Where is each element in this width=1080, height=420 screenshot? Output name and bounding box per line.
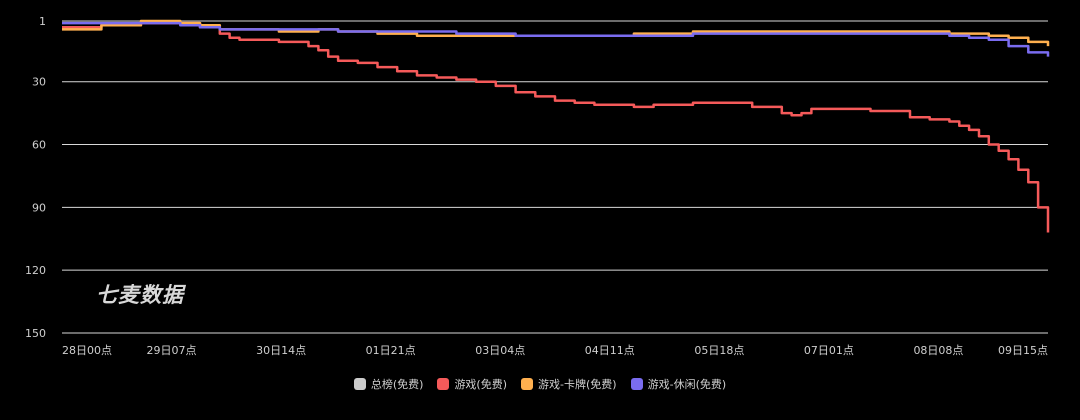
y-tick-label: 60 xyxy=(32,139,46,152)
y-tick-label: 1 xyxy=(39,15,46,28)
legend-swatch xyxy=(521,378,534,390)
legend-item[interactable]: 游戏(免费) xyxy=(437,376,507,392)
x-tick-label: 03日04点 xyxy=(475,344,525,357)
y-tick-label: 150 xyxy=(25,327,46,340)
y-tick-label: 90 xyxy=(32,201,46,214)
x-tick-label: 29日07点 xyxy=(147,344,197,357)
legend-label: 总榜(免费) xyxy=(370,378,424,391)
x-tick-label: 30日14点 xyxy=(256,344,306,357)
legend-label: 游戏-休闲(免费) xyxy=(647,378,727,391)
series-group xyxy=(62,19,1050,233)
x-axis: 28日00点 29日07点 30日14点 01日21点 03日04点 04日11点 05日1… xyxy=(62,344,1048,357)
legend-swatch xyxy=(353,378,366,390)
x-tick-label: 05日18点 xyxy=(694,344,744,357)
y-axis: 1 30 60 90 120 150 xyxy=(25,15,46,340)
x-tick-label: 09日15点 xyxy=(998,344,1048,357)
x-tick-label: 01日21点 xyxy=(366,344,416,357)
legend-item[interactable]: 游戏-休闲(免费) xyxy=(630,376,727,392)
x-tick-label: 08日08点 xyxy=(913,344,963,357)
grid xyxy=(62,20,1048,334)
legend: 总榜(免费) 游戏(免费) 游戏-卡牌(免费) 游戏-休闲(免费) xyxy=(0,376,1080,392)
legend-item[interactable]: 总榜(免费) xyxy=(353,376,424,392)
x-tick-label: 07日01点 xyxy=(804,344,854,357)
legend-label: 游戏-卡牌(免费) xyxy=(538,378,617,391)
chart-canvas: 1 30 60 90 120 150 28日00点 29日07点 30日14点 01日21点 03… xyxy=(25,15,1050,357)
x-tick-label: 04日11点 xyxy=(585,344,635,357)
legend-label: 游戏(免费) xyxy=(454,378,508,391)
watermark-logo: 七麦数据 xyxy=(96,283,184,307)
x-tick-label: 28日00点 xyxy=(62,344,112,357)
series-line-3 xyxy=(62,21,1050,57)
legend-swatch xyxy=(630,378,643,390)
series-line-1 xyxy=(62,21,1050,233)
legend-swatch xyxy=(437,378,450,390)
legend-item[interactable]: 游戏-卡牌(免费) xyxy=(521,376,617,392)
y-tick-label: 120 xyxy=(25,264,46,277)
y-tick-label: 30 xyxy=(32,76,46,89)
